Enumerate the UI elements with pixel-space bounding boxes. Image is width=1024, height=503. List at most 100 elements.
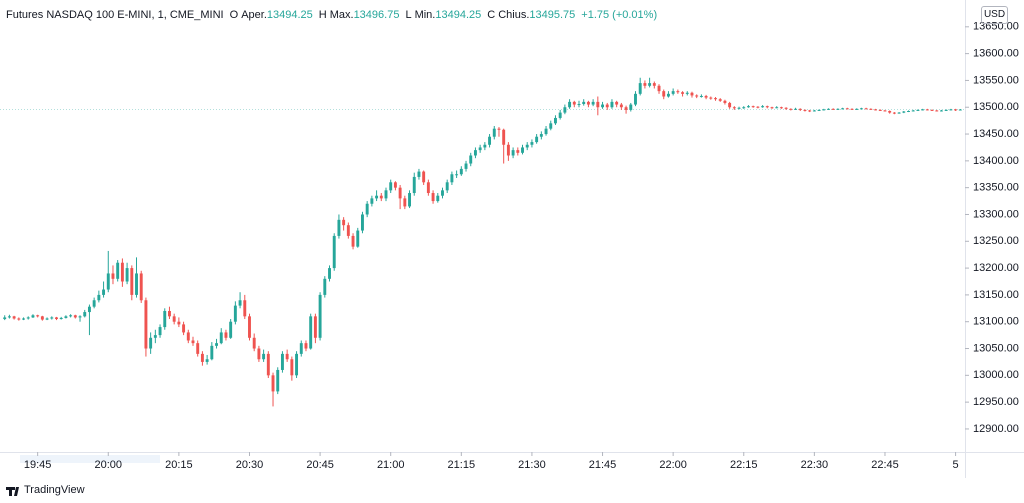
currency-button[interactable]: USD: [981, 6, 1008, 24]
candle-body: [812, 110, 816, 112]
candle-body: [949, 109, 953, 111]
candle-body: [55, 317, 58, 320]
candle-body: [417, 171, 421, 177]
candle-body: [723, 100, 727, 103]
candle-body: [83, 312, 87, 317]
candle-body: [586, 101, 590, 105]
candle-body: [422, 171, 426, 183]
candle-body: [266, 353, 270, 376]
candle-body: [794, 108, 797, 110]
candle-body: [361, 214, 364, 231]
candle-body: [902, 111, 906, 113]
candle-body: [40, 316, 44, 320]
candle-body: [690, 92, 694, 96]
candle-body: [732, 107, 736, 109]
candle-body: [186, 332, 190, 341]
candle-body: [332, 235, 336, 269]
y-tick-label: 13300.00: [973, 208, 1019, 220]
candle-body: [389, 182, 393, 191]
candle-body: [756, 106, 760, 108]
candle-body: [911, 110, 915, 112]
candle-body: [483, 144, 487, 148]
candle-body: [346, 225, 350, 236]
x-tick-label: 21:00: [377, 459, 405, 471]
candle-body: [845, 108, 849, 110]
candle-body: [262, 353, 266, 360]
candle-body: [751, 106, 755, 108]
candle-body: [944, 109, 948, 111]
candle-body: [412, 176, 416, 194]
legend-value: 13495.75: [529, 9, 576, 21]
candle-body: [205, 359, 209, 362]
x-tick-label: 5: [953, 459, 959, 471]
candle-body: [370, 198, 374, 204]
legend-label: Chius.: [498, 9, 530, 21]
candle-body: [535, 136, 539, 143]
candle-body: [163, 310, 167, 328]
candle-body: [676, 91, 680, 93]
candle-body: [379, 195, 383, 199]
candle-body: [252, 337, 256, 349]
candle-body: [398, 187, 402, 199]
y-tick-label: 13150.00: [973, 289, 1019, 301]
candle-body: [342, 219, 346, 226]
candle-body: [714, 98, 717, 100]
candle-body: [408, 193, 411, 207]
candle-body: [120, 262, 124, 282]
candle-body: [827, 108, 830, 110]
candle-body: [878, 109, 882, 111]
candle-body: [662, 91, 666, 97]
candle-body: [506, 144, 510, 156]
candle-body: [605, 104, 609, 108]
candle-body: [596, 101, 600, 108]
legend-key: C: [487, 9, 496, 21]
candle-body: [648, 83, 652, 86]
y-tick-label: 13000.00: [973, 369, 1019, 381]
x-tick-label: 19:45: [24, 459, 52, 471]
candle-body: [850, 108, 854, 110]
candle-body: [238, 300, 242, 306]
candle-body: [516, 150, 520, 153]
candle-body: [464, 163, 468, 169]
candle-body: [921, 109, 925, 111]
candle-body: [709, 97, 713, 99]
legend-value: 13494.25: [435, 9, 482, 21]
candle-body: [671, 91, 675, 94]
candle-body: [87, 306, 91, 313]
candle-body: [22, 318, 25, 320]
candle-body: [502, 129, 506, 145]
candle-body: [836, 108, 840, 110]
y-tick-label: 13550.00: [973, 74, 1019, 86]
candle-body: [864, 108, 868, 110]
candle-body: [808, 110, 812, 112]
candle-body: [610, 101, 614, 108]
legend-label: Max.: [329, 9, 354, 21]
y-tick-label: 13450.00: [973, 128, 1019, 140]
x-tick-label: 21:45: [589, 459, 617, 471]
candle-body: [17, 318, 21, 320]
candle-body: [789, 108, 793, 110]
candle-body: [233, 305, 237, 322]
candle-body: [450, 174, 454, 183]
candle-body: [770, 107, 774, 109]
candle-body: [643, 83, 647, 86]
candle-body: [375, 195, 379, 199]
candle-body: [728, 102, 732, 108]
candle-body: [530, 142, 534, 145]
candle-body: [78, 316, 82, 318]
candle-body: [276, 369, 280, 392]
legend-key: O: [229, 9, 239, 21]
candle-body: [525, 144, 529, 148]
candle-body: [666, 93, 670, 97]
candle-body: [841, 108, 845, 110]
candle-body: [106, 273, 110, 290]
y-tick-label: 13200.00: [973, 262, 1019, 274]
candle-body: [558, 112, 562, 118]
y-tick-label: 13500.00: [973, 101, 1019, 113]
candle-body: [747, 106, 750, 108]
candle-body: [521, 147, 524, 153]
candle-body: [210, 345, 214, 360]
candle-body: [116, 262, 120, 279]
candle-body: [309, 316, 313, 349]
